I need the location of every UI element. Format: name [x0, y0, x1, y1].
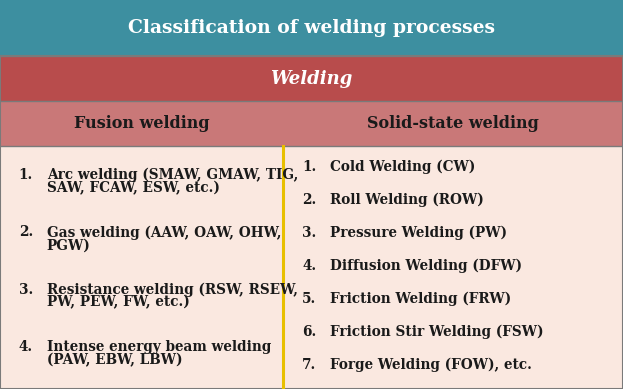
Bar [0, 146, 623, 389]
Text: Fusion welding: Fusion welding [74, 115, 209, 132]
Text: 4.: 4. [302, 259, 316, 273]
Text: (PAW, EBW, LBW): (PAW, EBW, LBW) [47, 352, 182, 367]
Text: Friction Welding (FRW): Friction Welding (FRW) [330, 292, 511, 306]
Text: Arc welding (SMAW, GMAW, TIG,: Arc welding (SMAW, GMAW, TIG, [47, 168, 298, 182]
Text: Resistance welding (RSW, RSEW,: Resistance welding (RSW, RSEW, [47, 282, 298, 297]
Text: 7.: 7. [302, 358, 316, 372]
Text: Cold Welding (CW): Cold Welding (CW) [330, 160, 475, 174]
Text: Solid-state welding: Solid-state welding [368, 115, 539, 132]
Bar [0, 101, 623, 146]
Text: 3.: 3. [302, 226, 316, 240]
Text: 5.: 5. [302, 292, 316, 306]
Text: Gas welding (AAW, OAW, OHW,: Gas welding (AAW, OAW, OHW, [47, 225, 281, 240]
Text: Pressure Welding (PW): Pressure Welding (PW) [330, 226, 507, 240]
Text: SAW, FCAW, ESW, etc.): SAW, FCAW, ESW, etc.) [47, 181, 219, 195]
Bar [0, 56, 623, 389]
Text: 1.: 1. [19, 168, 33, 182]
Text: 3.: 3. [19, 282, 33, 296]
Text: PW, PEW, FW, etc.): PW, PEW, FW, etc.) [47, 296, 189, 310]
Text: 1.: 1. [302, 160, 316, 174]
Text: 2.: 2. [19, 225, 33, 239]
Text: 4.: 4. [19, 340, 33, 354]
Bar [0, 56, 623, 101]
Text: Friction Stir Welding (FSW): Friction Stir Welding (FSW) [330, 325, 544, 339]
Text: Classification of welding processes: Classification of welding processes [128, 19, 495, 37]
Text: PGW): PGW) [47, 238, 90, 252]
Text: Intense energy beam welding: Intense energy beam welding [47, 340, 271, 354]
Text: Roll Welding (ROW): Roll Welding (ROW) [330, 193, 484, 207]
Text: 6.: 6. [302, 325, 316, 339]
Text: Welding: Welding [270, 70, 353, 88]
Text: Diffusion Welding (DFW): Diffusion Welding (DFW) [330, 259, 522, 273]
Text: 2.: 2. [302, 193, 316, 207]
Text: Forge Welding (FOW), etc.: Forge Welding (FOW), etc. [330, 358, 532, 372]
